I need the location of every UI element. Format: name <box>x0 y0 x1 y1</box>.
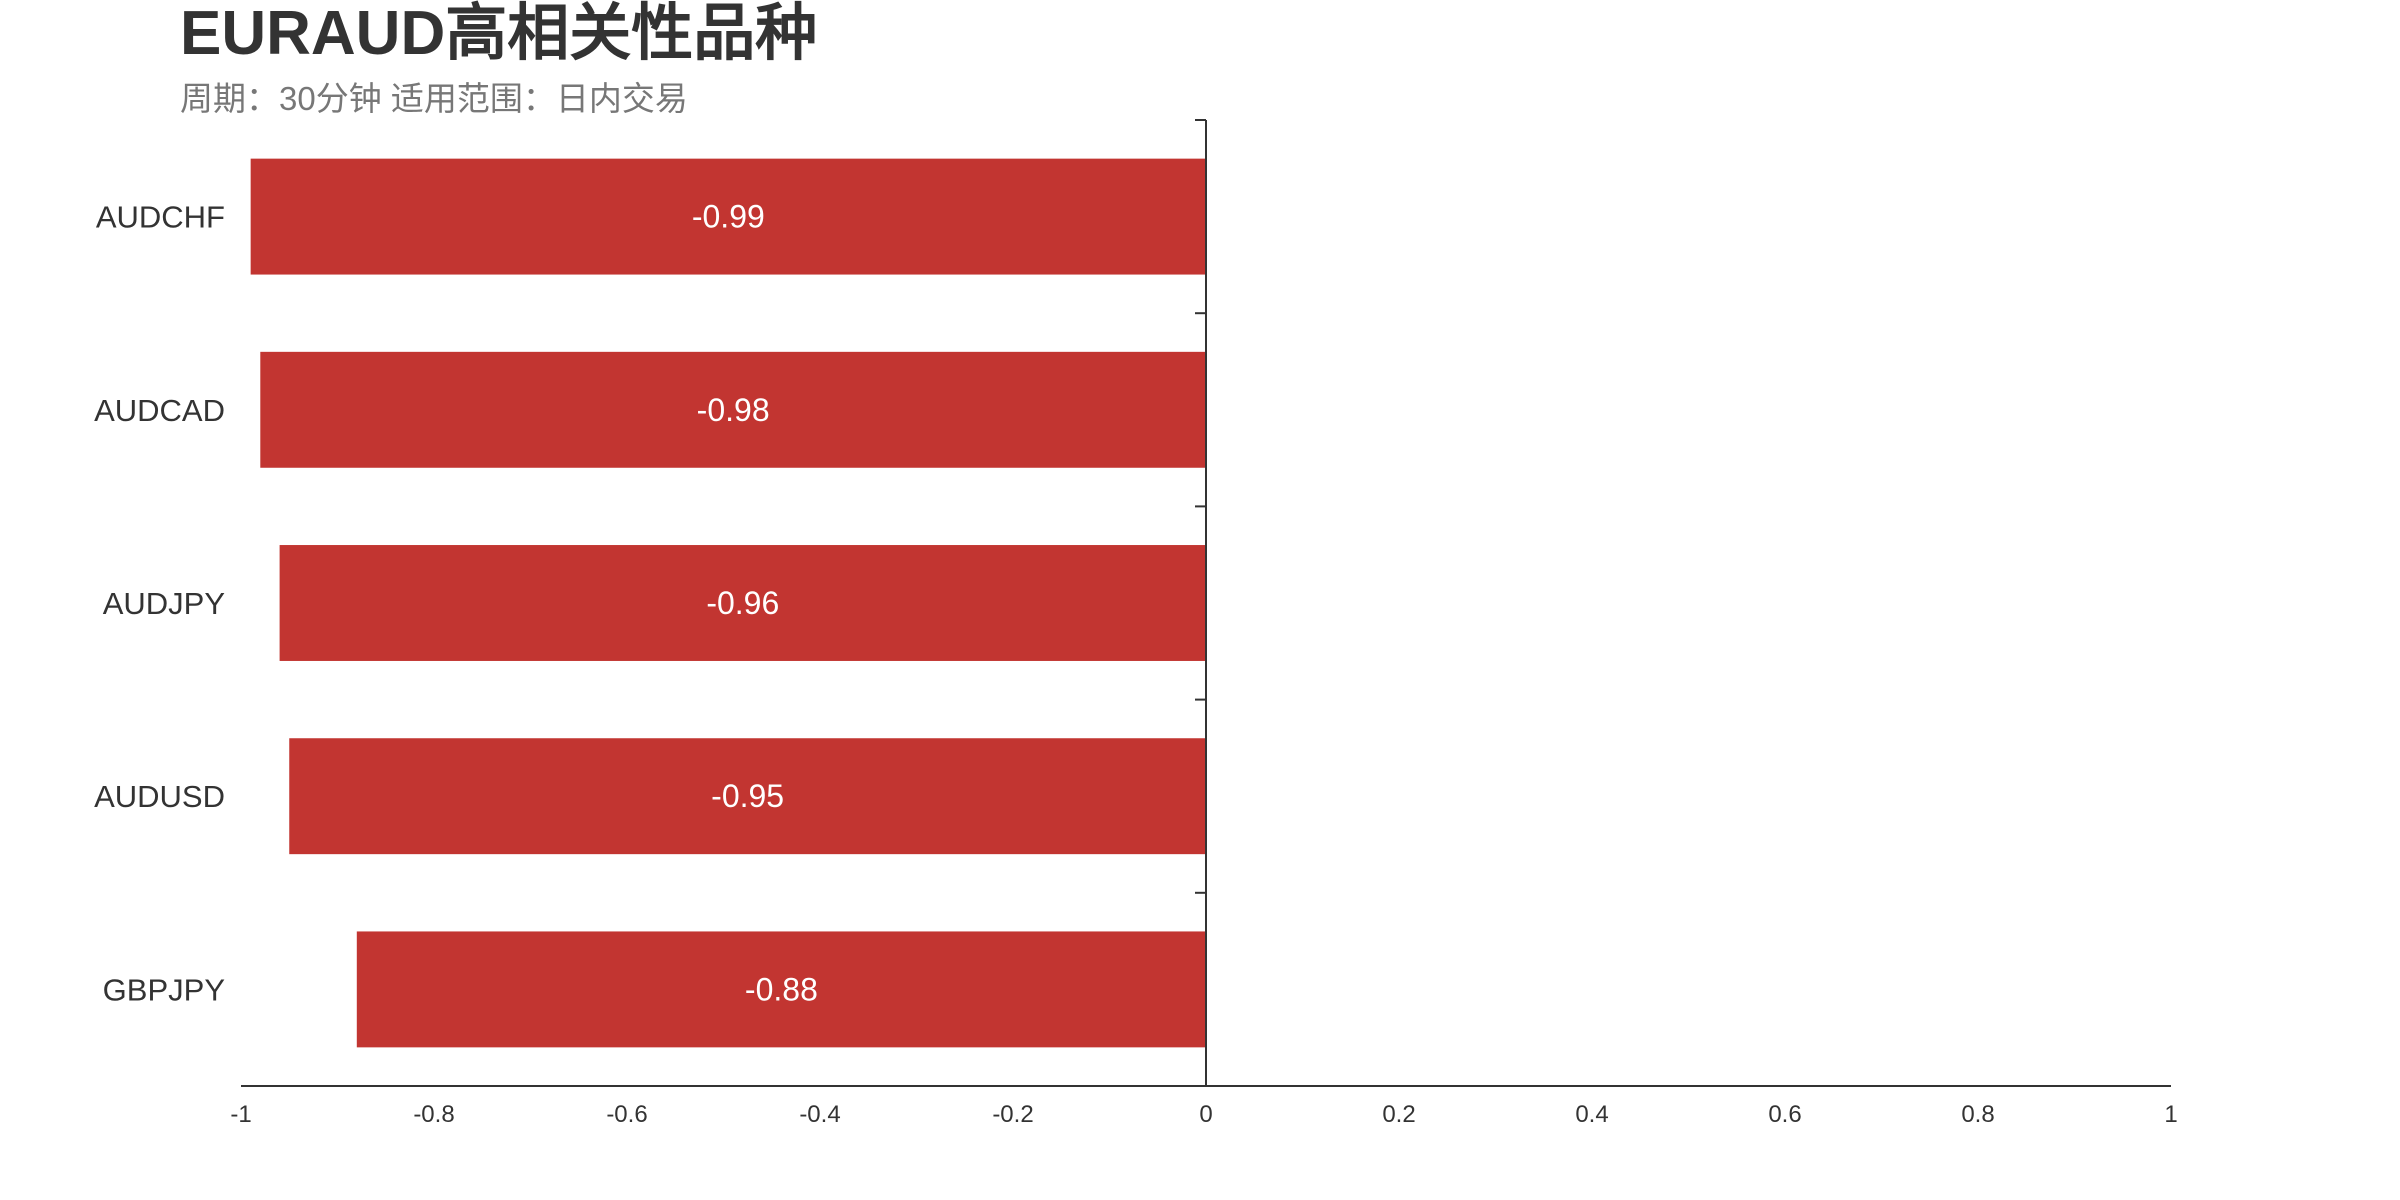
category-label: AUDUSD <box>94 779 225 814</box>
category-label: AUDCAD <box>94 393 225 428</box>
bar-AUDCAD <box>260 351 1206 468</box>
data-label: -0.95 <box>711 778 784 814</box>
x-tick-label: -1 <box>230 1101 251 1128</box>
bar-AUDCHF <box>250 158 1206 275</box>
data-label: -0.96 <box>706 585 779 621</box>
category-label: GBPJPY <box>103 972 225 1007</box>
x-tick-label: 1 <box>2164 1101 2177 1128</box>
bar-GBPJPY <box>356 931 1206 1048</box>
bar-AUDUSD <box>289 738 1206 855</box>
x-tick-label: 0.4 <box>1575 1101 1608 1128</box>
bar-AUDJPY <box>279 545 1207 661</box>
x-tick-label: -0.8 <box>413 1101 454 1128</box>
category-label: AUDJPY <box>103 586 225 621</box>
x-tick-label: -0.4 <box>799 1101 840 1128</box>
category-label: AUDCHF <box>96 200 225 235</box>
x-tick-label: -0.2 <box>992 1101 1033 1128</box>
x-tick-label: 0.6 <box>1768 1101 1801 1128</box>
chart-title: EURAUD高相关性品种 <box>180 0 817 68</box>
x-tick-label: 0 <box>1199 1101 1212 1128</box>
x-tick-label: 0.8 <box>1961 1101 1994 1128</box>
data-label: -0.88 <box>745 971 818 1007</box>
data-label: -0.98 <box>697 392 770 428</box>
x-tick-label: 0.2 <box>1382 1101 1415 1128</box>
x-tick-label: -0.6 <box>606 1101 647 1128</box>
data-label: -0.99 <box>692 199 765 235</box>
chart-subtitle: 周期：30分钟 适用范围：日内交易 <box>180 80 688 117</box>
